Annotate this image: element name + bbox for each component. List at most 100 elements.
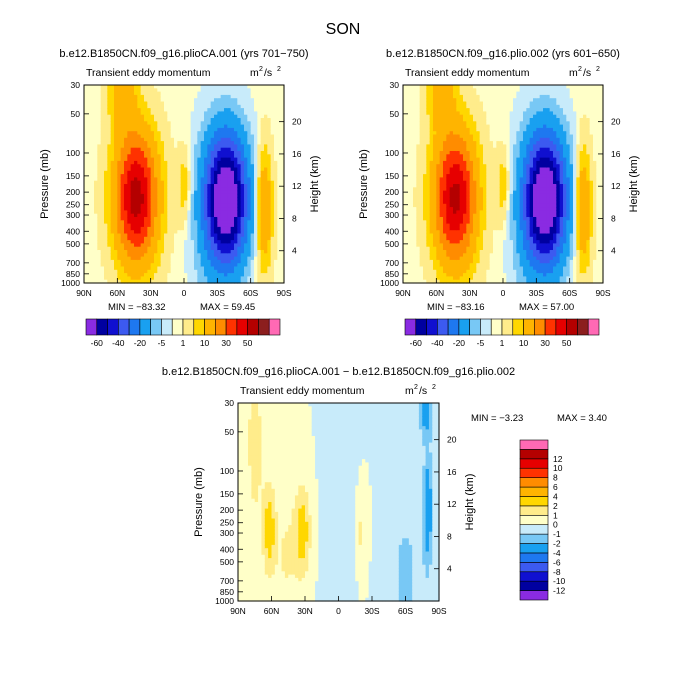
heatmap-cell <box>204 226 208 231</box>
heatmap-cell <box>446 250 451 254</box>
heatmap-cell <box>406 104 411 109</box>
heatmap-cell <box>197 273 202 277</box>
heatmap-cell <box>147 279 152 284</box>
heatmap-cell <box>423 184 427 188</box>
heatmap-cell <box>140 193 145 198</box>
heatmap-cell <box>100 111 105 116</box>
heatmap-cell <box>94 180 98 185</box>
heatmap-cell <box>409 160 414 165</box>
heatmap-cell <box>439 193 444 198</box>
heatmap-cell <box>403 220 407 225</box>
heatmap-cell <box>230 256 235 261</box>
heatmap-cell <box>90 101 95 106</box>
heatmap-cell <box>257 203 262 208</box>
heatmap-cell <box>204 91 208 96</box>
heatmap-cell <box>244 193 248 198</box>
heatmap-cell <box>174 187 178 192</box>
heatmap-cell <box>157 160 162 165</box>
heatmap-cell <box>117 253 122 258</box>
heatmap-cell <box>403 253 407 258</box>
y-tick-label: 400 <box>66 226 80 236</box>
heatmap-cell <box>164 104 168 109</box>
heatmap-cell <box>274 226 278 231</box>
heatmap-cell <box>117 226 122 231</box>
heatmap-cell <box>267 197 272 202</box>
heatmap-cell <box>140 259 145 264</box>
heatmap-cell <box>114 111 118 116</box>
heatmap-cell <box>144 253 148 258</box>
heatmap-cell <box>150 177 155 182</box>
heatmap-cell <box>280 240 285 244</box>
heatmap-cell <box>167 213 172 218</box>
heatmap-cell <box>227 256 232 261</box>
heatmap-cell <box>449 236 454 241</box>
heatmap-cell <box>124 127 128 132</box>
heatmap-cell <box>436 213 441 218</box>
heatmap-cell <box>433 88 437 93</box>
heatmap-cell <box>244 85 248 89</box>
heatmap-cell <box>433 101 437 106</box>
x-tick-label: 30N <box>143 288 159 298</box>
heatmap-cell <box>164 200 168 205</box>
heatmap-cell <box>90 217 95 221</box>
heatmap-cell <box>443 210 447 215</box>
heatmap-cell <box>164 137 168 142</box>
heatmap-cell <box>220 104 225 109</box>
heatmap-cell <box>200 88 205 93</box>
heatmap-cell <box>174 207 178 211</box>
heatmap-cell <box>247 160 252 165</box>
heatmap-cell <box>190 203 195 208</box>
heatmap-cell <box>174 91 178 96</box>
heatmap-cell <box>224 240 228 244</box>
heatmap-cell <box>190 259 195 264</box>
heatmap-cell <box>94 190 98 195</box>
heatmap-cell <box>423 167 427 172</box>
heatmap-cell <box>260 207 265 211</box>
heatmap-cell <box>154 233 158 238</box>
heatmap-cell <box>150 111 155 116</box>
heatmap-cell <box>130 147 135 152</box>
heatmap-cell <box>237 193 242 198</box>
heatmap-cell <box>184 266 188 271</box>
heatmap-cell <box>204 174 208 178</box>
heatmap-cell <box>174 180 178 185</box>
heatmap-cell <box>224 220 228 225</box>
heatmap-cell <box>210 167 215 172</box>
heatmap-cell <box>157 91 162 96</box>
heatmap-cell <box>200 207 205 211</box>
heatmap-cell <box>150 124 155 129</box>
heatmap-cell <box>429 220 434 225</box>
heatmap-cell <box>254 266 258 271</box>
heatmap-cell <box>419 154 424 159</box>
heatmap-cell <box>277 180 282 185</box>
heatmap-cell <box>104 157 108 162</box>
heatmap-cell <box>237 253 242 258</box>
heatmap-cell <box>227 250 232 254</box>
heatmap-cell <box>274 253 278 258</box>
heatmap-cell <box>446 193 451 198</box>
heatmap-cell <box>184 104 188 109</box>
heatmap-cell <box>413 164 417 169</box>
heatmap-cell <box>270 141 275 145</box>
heatmap-cell <box>160 223 165 228</box>
heatmap-cell <box>409 193 414 198</box>
heatmap-cell <box>124 213 128 218</box>
heatmap-cell <box>277 230 282 235</box>
heatmap-cell <box>227 193 232 198</box>
heatmap-cell <box>190 269 195 274</box>
heatmap-cell <box>110 236 115 241</box>
heatmap-cell <box>419 108 424 112</box>
heatmap-cell <box>167 111 172 116</box>
heatmap-cell <box>237 250 242 254</box>
heatmap-cell <box>449 141 454 145</box>
heatmap-cell <box>117 266 122 271</box>
heatmap-cell <box>210 177 215 182</box>
heatmap-cell <box>433 256 437 261</box>
heatmap-cell <box>423 134 427 139</box>
heatmap-cell <box>197 240 202 244</box>
heatmap-cell <box>270 121 275 126</box>
heatmap-cell <box>140 273 145 277</box>
heatmap-cell <box>160 197 165 202</box>
heatmap-cell <box>240 230 245 235</box>
heatmap-cell <box>97 226 102 231</box>
